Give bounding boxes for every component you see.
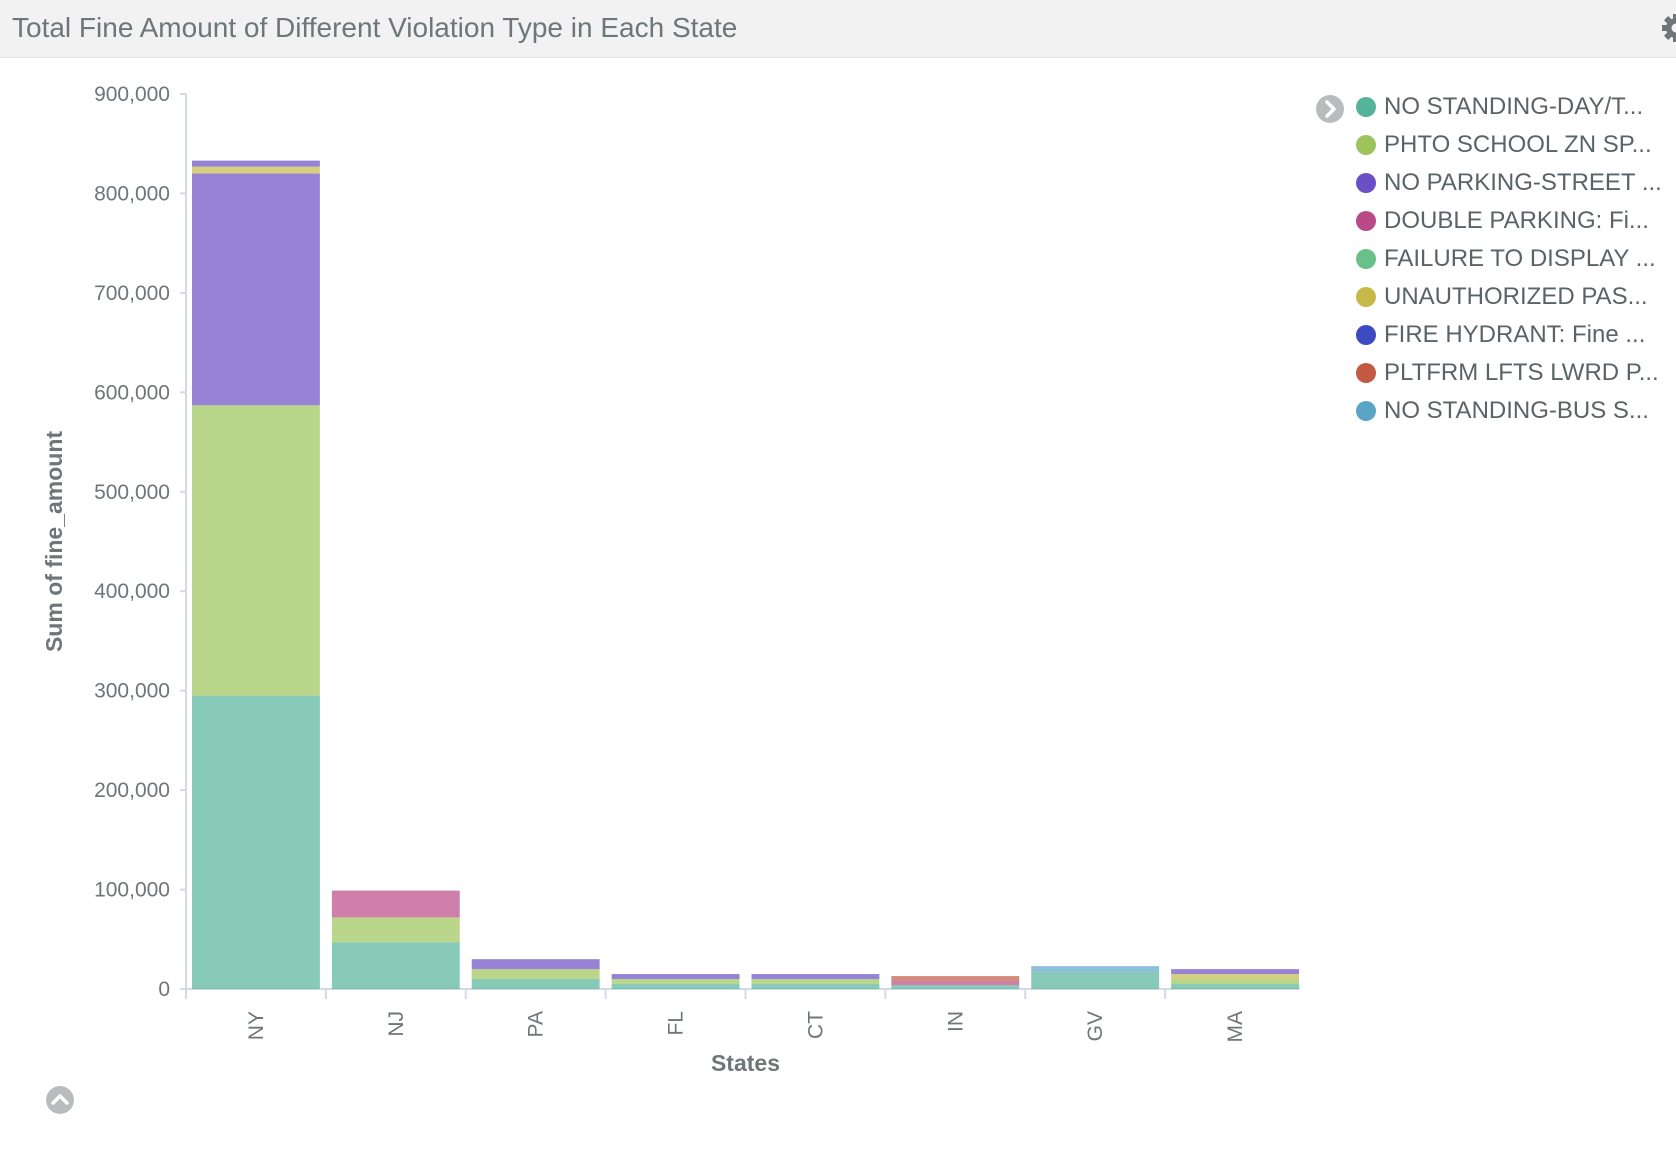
bar-segment — [471, 979, 600, 989]
bar-segment — [751, 979, 880, 985]
bar-segment — [891, 976, 1020, 982]
y-tick-label: 700,000 — [94, 282, 170, 305]
stacked-bar-chart: 0 100,000 200,000 300,000 400,000 500,000 600,… — [41, 83, 1300, 1076]
y-tick-label: 0 — [158, 978, 170, 1001]
x-tick-label: CT — [804, 1011, 827, 1039]
legend-item[interactable]: FIRE HYDRANT: Fine ... — [1356, 316, 1666, 354]
legend-label: FIRE HYDRANT: Fine ... — [1384, 321, 1646, 348]
x-tick-label: PA — [525, 1011, 548, 1037]
y-tick-label: 800,000 — [94, 182, 170, 205]
bar-segment — [192, 160, 320, 167]
legend-swatch — [1356, 135, 1376, 155]
bar-segment — [611, 974, 740, 980]
bar-segment — [192, 405, 320, 696]
x-tick-label: MA — [1224, 1011, 1247, 1043]
y-tick-label: 400,000 — [94, 580, 170, 603]
bar-segment — [891, 981, 1020, 986]
y-tick-label: 600,000 — [94, 381, 170, 404]
legend-label: NO STANDING-BUS S... — [1384, 397, 1649, 424]
bar-segment — [331, 942, 460, 989]
legend-label: FAILURE TO DISPLAY ... — [1384, 245, 1656, 272]
bar-segment — [331, 890, 460, 918]
y-tick-label: 900,000 — [94, 83, 170, 106]
legend-item[interactable]: DOUBLE PARKING: Fi... — [1356, 202, 1666, 240]
legend-item[interactable]: UNAUTHORIZED PAS... — [1356, 278, 1666, 316]
legend-swatch — [1356, 97, 1376, 117]
x-tick-label: NY — [245, 1011, 268, 1040]
legend-label: PHTO SCHOOL ZN SP... — [1384, 131, 1652, 158]
bar-segment — [751, 984, 880, 989]
panel-header: Total Fine Amount of Different Violation… — [0, 0, 1676, 58]
bar-segment — [1031, 966, 1160, 973]
x-tick-label: IN — [944, 1011, 967, 1032]
bar-segment — [471, 959, 600, 970]
legend-item[interactable]: FAILURE TO DISPLAY ... — [1356, 240, 1666, 278]
y-tick-label: 300,000 — [94, 680, 170, 703]
legend-item[interactable]: NO STANDING-DAY/T... — [1356, 88, 1666, 126]
bar-segment — [1171, 974, 1299, 980]
y-tick-label: 100,000 — [94, 879, 170, 902]
y-tick-label: 200,000 — [94, 779, 170, 802]
bar-segment — [192, 166, 320, 174]
legend-item[interactable]: PHTO SCHOOL ZN SP... — [1356, 126, 1666, 164]
legend-swatch — [1356, 211, 1376, 231]
y-axis-title: Sum of fine_amount — [41, 431, 67, 652]
legend-label: PLTFRM LFTS LWRD P... — [1384, 359, 1659, 386]
bar-segment — [192, 173, 320, 406]
y-tick-label: 500,000 — [94, 481, 170, 504]
gear-icon[interactable] — [1648, 12, 1676, 44]
bar-segment — [192, 695, 320, 989]
legend-label: NO STANDING-DAY/T... — [1384, 93, 1644, 120]
bar-segment — [471, 969, 600, 980]
bar-segment — [751, 974, 880, 980]
x-tick-label: GV — [1084, 1011, 1107, 1041]
bar-segment — [1171, 979, 1299, 985]
x-axis-title: States — [711, 1050, 780, 1076]
legend-item[interactable]: PLTFRM LFTS LWRD P... — [1356, 354, 1666, 392]
legend-item[interactable]: NO PARKING-STREET ... — [1356, 164, 1666, 202]
legend-label: NO PARKING-STREET ... — [1384, 169, 1662, 196]
chevron-right-icon[interactable] — [1316, 95, 1344, 123]
bar-segment — [1031, 972, 1160, 989]
bar-segment — [1171, 969, 1299, 975]
legend-swatch — [1356, 401, 1376, 421]
bar-segment — [891, 985, 1020, 989]
x-tick-label: FL — [665, 1011, 688, 1036]
legend-swatch — [1356, 325, 1376, 345]
legend-swatch — [1356, 173, 1376, 193]
legend-item[interactable]: NO STANDING-BUS S... — [1356, 392, 1666, 430]
legend-swatch — [1356, 287, 1376, 307]
chart-legend: NO STANDING-DAY/T... PHTO SCHOOL ZN SP...… — [1356, 88, 1666, 430]
x-tick-label: NJ — [385, 1011, 408, 1037]
bar-segment — [611, 984, 740, 989]
legend-swatch — [1356, 363, 1376, 383]
bar-segment — [1171, 984, 1299, 989]
bar-segment — [331, 917, 460, 943]
legend-label: DOUBLE PARKING: Fi... — [1384, 207, 1649, 234]
legend-swatch — [1356, 249, 1376, 269]
legend-label: UNAUTHORIZED PAS... — [1384, 283, 1648, 310]
bar-segment — [611, 979, 740, 985]
chevron-up-icon[interactable] — [46, 1086, 74, 1114]
panel-title: Total Fine Amount of Different Violation… — [12, 12, 738, 43]
